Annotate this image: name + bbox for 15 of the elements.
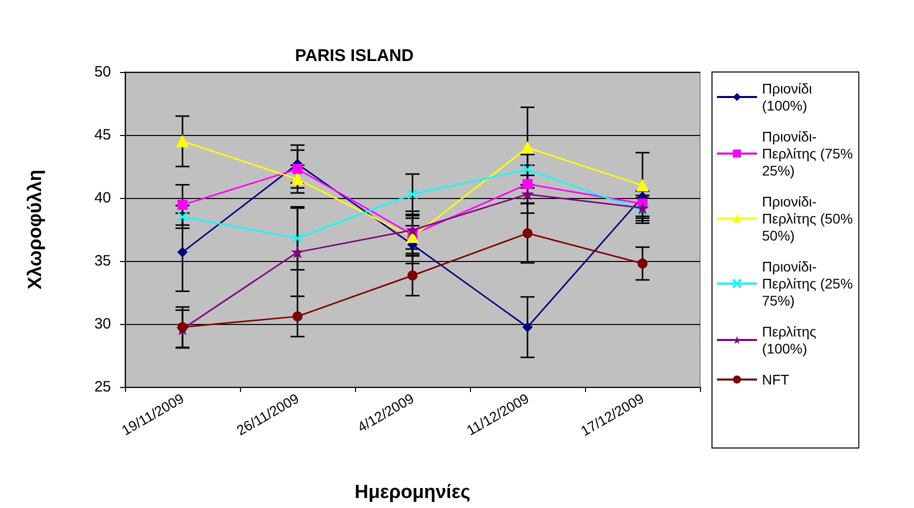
legend-label: Πριονίδι-Περλίτης (75% 25%) [762, 128, 853, 178]
legend-label: Πριονίδι (100%) [762, 80, 812, 114]
y-axis-title: Χλωροφύλλη [25, 170, 46, 290]
legend-label: Περλίτης (100%) [762, 324, 816, 356]
y-tick-label: 45 [94, 126, 111, 144]
legend-label: Πριονίδι-Περλίτης (50% 50%) [762, 194, 853, 244]
chart-title: PARIS ISLAND [295, 46, 414, 65]
y-tick-label: 35 [94, 252, 111, 270]
y-tick-label: 25 [94, 378, 111, 396]
y-tick-label: 40 [94, 190, 111, 206]
legend-label: Πριονίδι-Περλίτης (25% 75%) [762, 258, 853, 308]
y-tick-label: 50 [94, 64, 111, 80]
legend-label: NFT [762, 372, 790, 388]
y-tick-label: 30 [94, 316, 111, 332]
x-axis-title: Ημερομηνίες [354, 482, 470, 503]
